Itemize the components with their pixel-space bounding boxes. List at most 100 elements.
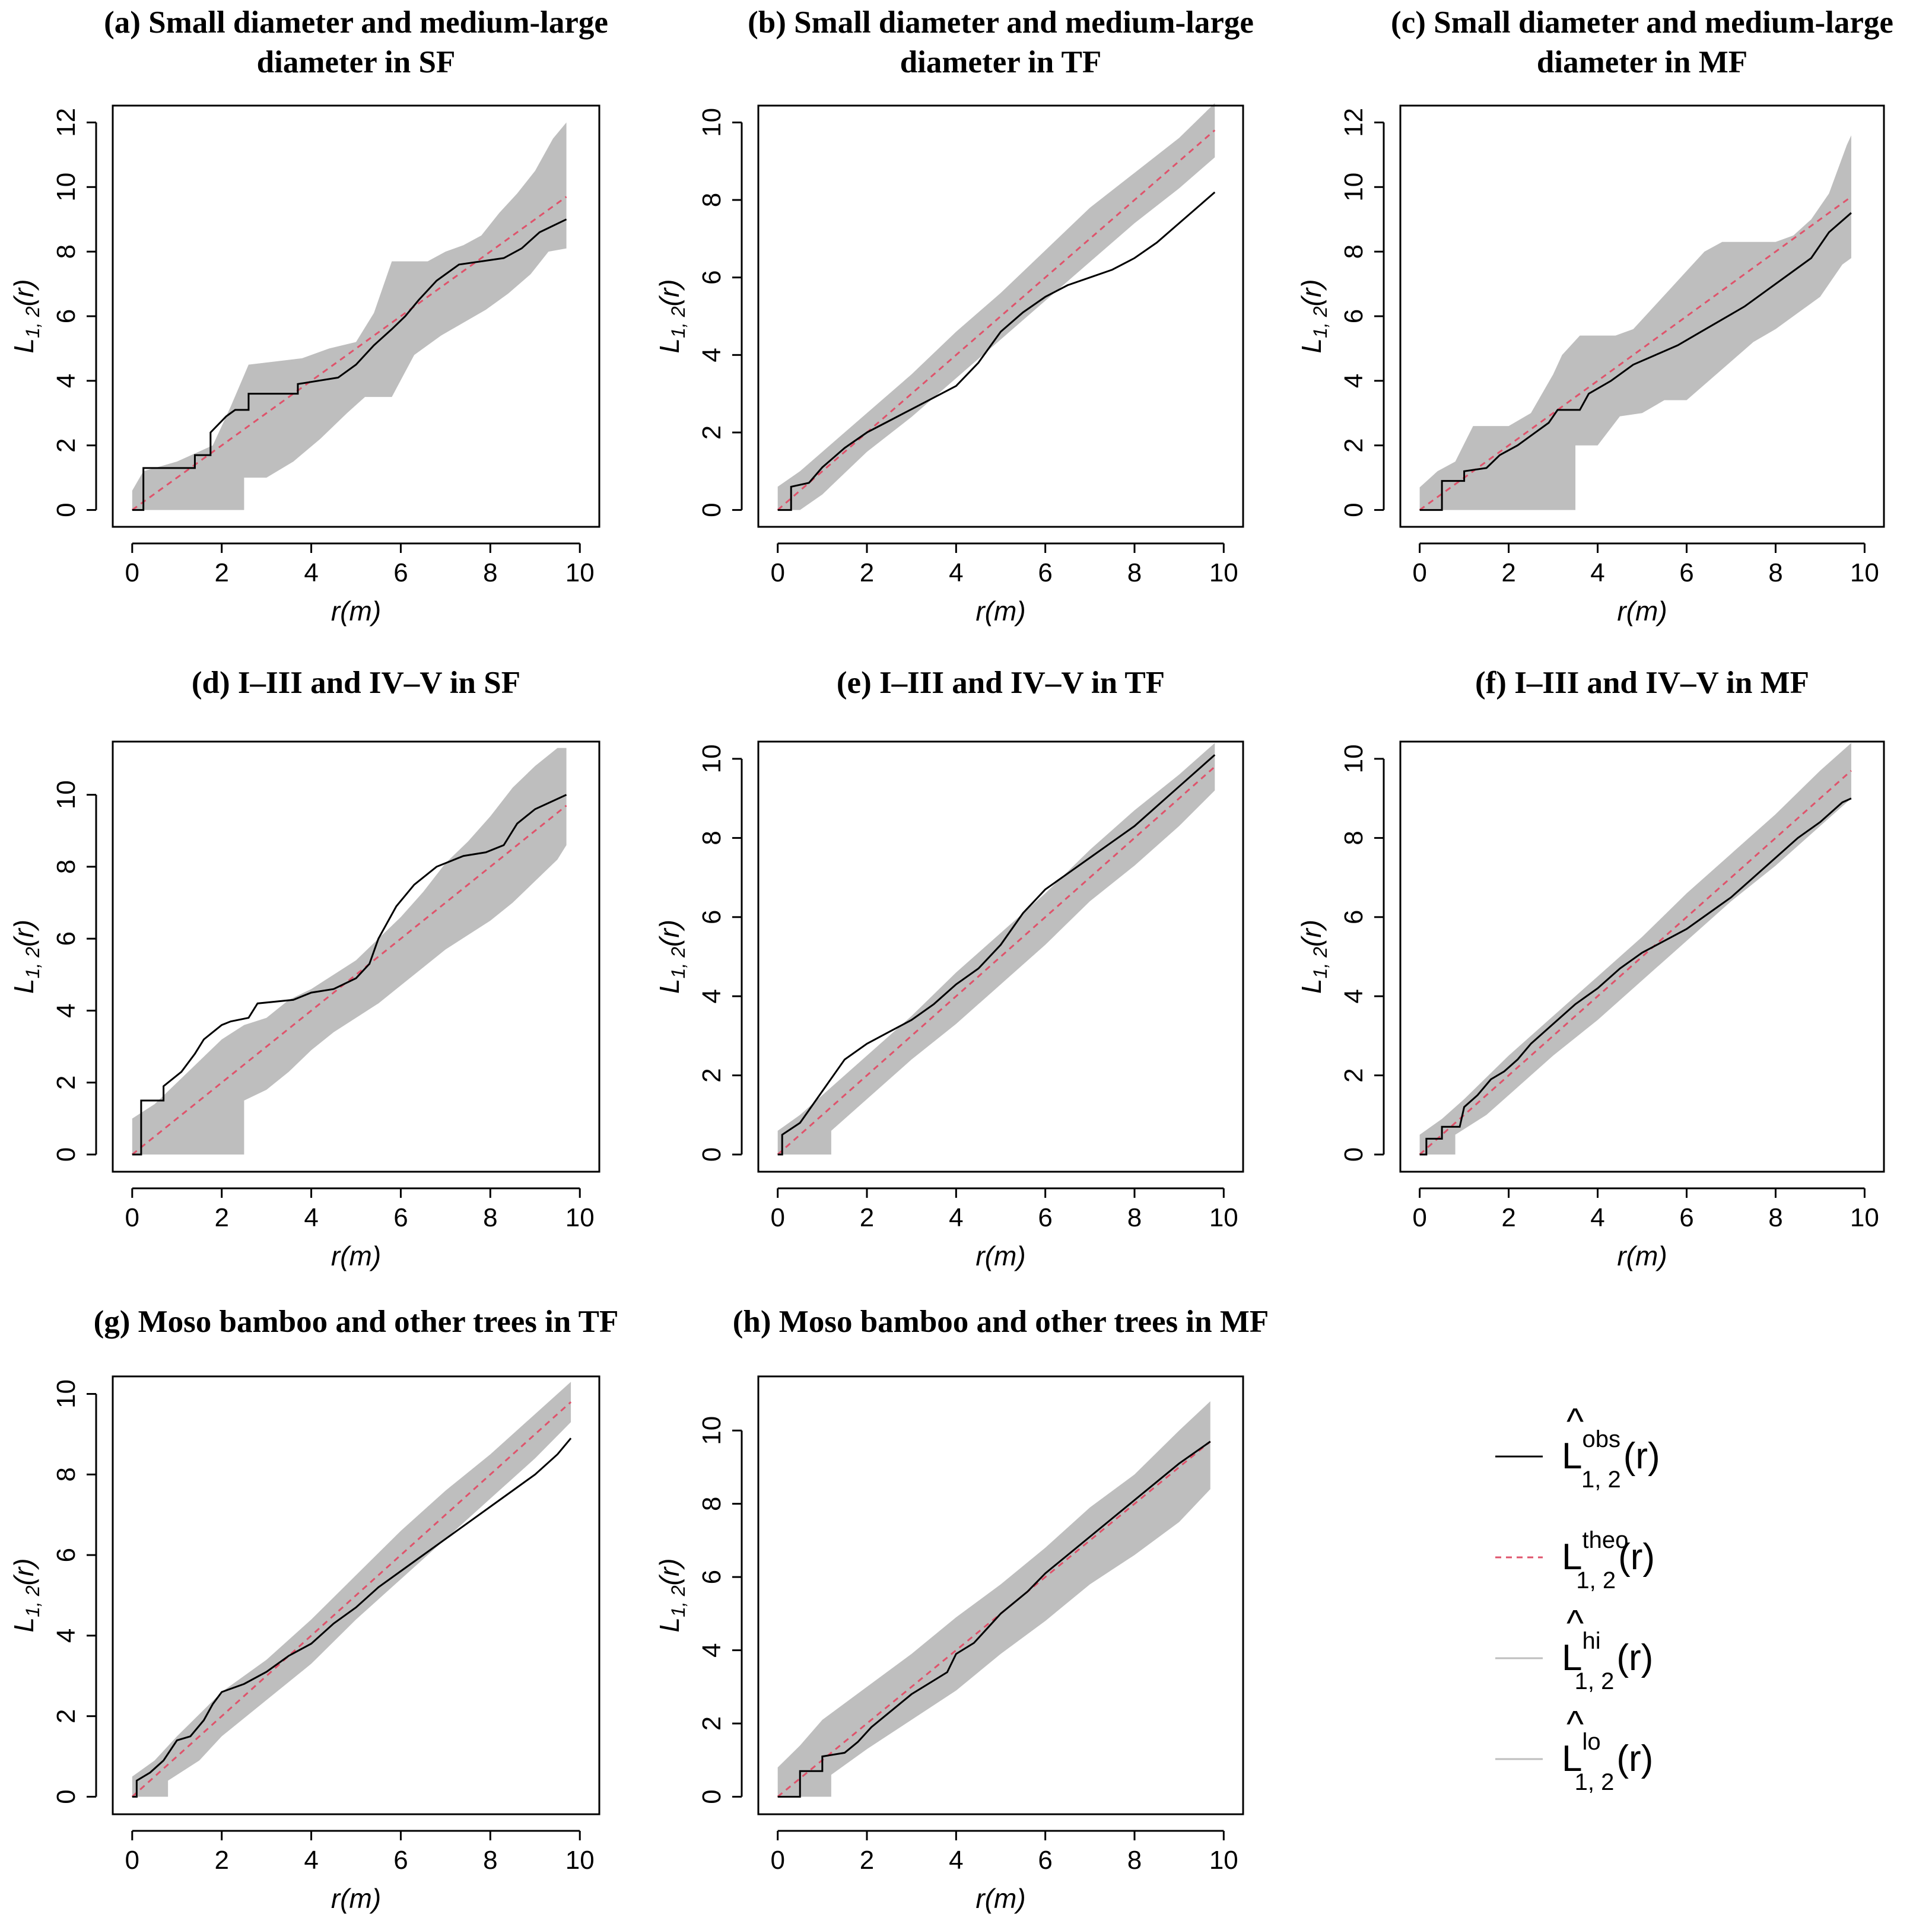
y-tick-label: 4 [697,989,726,1003]
x-tick-label: 4 [1590,558,1604,587]
chart-title-line: diameter in MF [1537,45,1747,79]
x-tick-label: 6 [1038,558,1052,587]
y-tick-label: 12 [52,108,81,137]
x-tick-label: 0 [125,1203,139,1232]
y-tick-label: 6 [697,1570,726,1584]
legend-label-arg: (r) [1618,1537,1655,1578]
legend-label-sup: obs [1582,1426,1620,1452]
chart-title-line: (h) Moso bamboo and other trees in MF [733,1305,1269,1339]
x-tick-label: 10 [565,1846,595,1875]
y-tick-label: 10 [52,173,81,202]
observed-line [777,191,1216,511]
chart-panel-e: (e) I–III and IV–V in TF 0 2 4 6 8 10 r(m) 0 2 4 6 8… [654,666,1244,1271]
y-tick-label: 4 [697,1643,726,1657]
envelope-band [1419,135,1851,510]
x-tick-label: 8 [483,1203,497,1232]
plot-frame [757,1375,1244,1815]
y-tick-label: 8 [52,860,81,874]
y-tick-label: 4 [52,1629,81,1643]
y-tick-label: 2 [52,1075,81,1089]
y-tick-label: 6 [52,1548,81,1562]
y-tick-label: 10 [697,108,726,137]
y-tick-label: 2 [1339,438,1368,452]
legend-label-sub: 1, 2 [1575,1668,1615,1694]
observed-line [777,754,1216,1156]
x-tick-label: 6 [393,1846,408,1875]
y-axis-label: L1, 2(r) [8,279,43,354]
y-tick-label: 10 [52,1379,81,1408]
plot-frame [112,104,600,528]
y-tick-label: 4 [1339,989,1368,1003]
x-axis-label: r(m) [975,1241,1025,1271]
y-tick-label: 4 [697,348,726,362]
theoretical-line [131,196,567,511]
y-axis-label-base: L [8,1617,39,1633]
y-tick-label: 0 [1339,503,1368,517]
chart-panel-h: (h) Moso bamboo and other trees in MF 0 2 4… [654,1305,1269,1914]
y-tick-label: 0 [697,503,726,517]
observed-line [132,218,567,511]
y-tick-label: 2 [52,1709,81,1723]
y-tick-label: 0 [697,1147,726,1162]
y-tick-label: 4 [52,374,81,388]
y-axis-label-sub: 1, 2 [1310,306,1331,338]
y-tick-label: 10 [697,1416,726,1445]
legend-hat-hi: ^ [1566,1603,1584,1644]
y-axis-label-arg: (r) [654,279,685,307]
y-tick-label: 10 [52,780,81,809]
y-axis-label: L1, 2(r) [654,279,689,354]
legend-item-hi: ^Lhi 1, 2(r) [1495,1603,1653,1694]
x-tick-label: 8 [1127,1846,1142,1875]
plot-frame [757,104,1244,528]
y-tick-label: 8 [1339,244,1368,259]
observed-line [132,794,567,1156]
envelope-band [777,1401,1210,1797]
x-tick-label: 8 [483,1846,497,1875]
y-axis-label-arg: (r) [654,1559,685,1586]
legend-label-sup: hi [1582,1628,1600,1654]
legend-label-hi: Lhi 1, 2(r) [1562,1628,1653,1694]
y-tick-label: 8 [1339,831,1368,845]
legend-label-sub: 1, 2 [1581,1467,1621,1493]
chart-panel-f: (f) I–III and IV–V in MF 0 2 4 6 8 10 r(m) 0 2 4 6 8… [1296,666,1885,1271]
y-axis-label-base: L [654,338,685,354]
x-tick-label: 0 [770,1846,784,1875]
plot-frame [757,740,1244,1173]
y-tick-label: 2 [697,1068,726,1082]
x-tick-label: 8 [1768,1203,1782,1232]
y-tick-label: 10 [1339,745,1368,774]
x-tick-label: 6 [1679,558,1693,587]
x-tick-label: 6 [393,558,408,587]
x-axis-label: r(m) [331,596,381,627]
x-tick-label: 2 [214,1846,228,1875]
y-axis-label: L1, 2(r) [8,920,43,994]
x-tick-label: 6 [1038,1846,1052,1875]
y-tick-label: 4 [52,1003,81,1017]
y-tick-label: 8 [697,1496,726,1510]
theoretical-line [777,1440,1211,1798]
legend-label-arg: (r) [1616,1738,1653,1779]
y-axis-label-base: L [8,978,39,994]
y-axis-label-arg: (r) [1296,279,1327,307]
legend-hat-obs: ^ [1566,1401,1584,1442]
legend-item-lo: ^Llo 1, 2(r) [1495,1704,1653,1795]
x-tick-label: 6 [393,1203,408,1232]
x-tick-label: 2 [860,1846,874,1875]
x-axis-label: r(m) [975,1883,1025,1914]
y-axis-label-arg: (r) [1296,920,1327,947]
y-tick-label: 8 [697,193,726,207]
y-axis-label-sub: 1, 2 [1310,947,1331,979]
chart-title-line: (a) Small diameter and medium-large [104,5,608,40]
x-tick-label: 6 [1038,1203,1052,1232]
y-tick-label: 6 [52,931,81,946]
y-tick-label: 0 [697,1789,726,1804]
y-tick-label: 2 [52,438,81,452]
y-axis-label-sub: 1, 2 [22,947,43,979]
x-tick-label: 10 [1850,1203,1879,1232]
x-tick-label: 4 [304,1846,318,1875]
y-tick-label: 10 [697,745,726,774]
observed-line [132,1438,572,1798]
chart-panel-c: (c) Small diameter and medium-large diame… [1296,5,1893,627]
legend-item-obs: ^Lobs 1, 2(r) [1495,1401,1660,1493]
